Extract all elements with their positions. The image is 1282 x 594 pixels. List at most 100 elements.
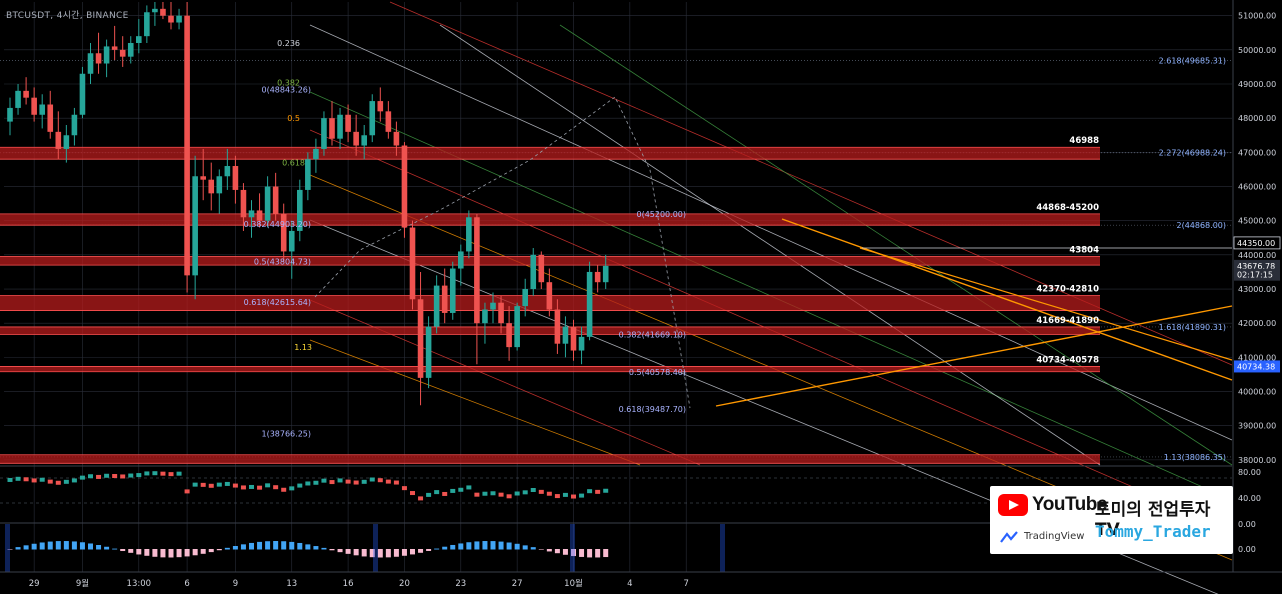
zone-label: 41669-41890: [1036, 316, 1099, 326]
macd-bar: [571, 549, 576, 557]
price-tag: [1234, 268, 1280, 281]
macd-bar: [434, 548, 440, 550]
time-tick-label: 13:00: [127, 579, 152, 589]
price-tick-label: 47000.00: [1238, 148, 1276, 157]
osc-bar: [168, 472, 174, 477]
fib-label-right: 1.13(38086.35): [1164, 453, 1226, 462]
trendline-resistance: [781, 218, 1233, 381]
macd-bar: [506, 542, 512, 550]
osc-bar: [128, 473, 134, 478]
macd-marker: [5, 524, 10, 572]
price-tick-label: 49000.00: [1238, 80, 1276, 89]
candle-body: [264, 186, 271, 221]
osc-bar: [579, 493, 585, 498]
osc-bar: [63, 479, 69, 484]
zone-label: 44868-45200: [1036, 203, 1099, 213]
trendline-support: [715, 305, 1233, 407]
candle-body: [280, 213, 287, 252]
zone-label: 43804: [1069, 246, 1099, 256]
fib-label-left: 1(38766.25): [261, 430, 311, 439]
candle-body: [417, 299, 424, 378]
macd-bar: [490, 541, 496, 550]
fib-label-mid: 0.618(39487.70): [619, 405, 686, 414]
osc-bar: [47, 479, 53, 484]
osc-bar: [144, 471, 150, 476]
time-tick-label: 6: [184, 579, 189, 589]
candle-body: [87, 53, 94, 74]
osc-bar: [571, 494, 576, 499]
candle-body: [7, 107, 13, 122]
osc-bar: [55, 480, 61, 485]
price-tag-text: 44350.00: [1237, 239, 1275, 248]
osc-bar: [522, 490, 528, 495]
osc-bar: [554, 494, 560, 499]
osc-bar: [39, 477, 45, 482]
osc-bar: [353, 480, 359, 485]
candle-body: [321, 118, 327, 149]
macd-bar: [240, 544, 246, 550]
macd-bar: [603, 549, 609, 558]
macd-bar: [136, 549, 142, 555]
osc-bar: [587, 489, 593, 494]
channel-line: [439, 24, 1101, 466]
zone-band: [0, 326, 1100, 335]
candle-body: [200, 176, 206, 180]
macd-bar: [112, 548, 118, 550]
osc-bar: [7, 477, 13, 482]
tradingview-logo-icon: [1000, 531, 1018, 543]
macd-bar: [96, 545, 102, 550]
candle-body: [71, 114, 78, 136]
candle-body: [506, 323, 512, 348]
fib-label-left: 0.618: [282, 159, 305, 168]
osc-bar: [15, 476, 21, 481]
osc-bar: [410, 491, 415, 496]
osc-bar: [192, 482, 198, 487]
candle-body: [425, 326, 432, 378]
osc-bar: [482, 491, 488, 496]
time-tick-label: 23: [455, 579, 466, 589]
candle-body: [305, 159, 311, 190]
osc-bar: [546, 491, 552, 496]
osc-bar: [418, 496, 424, 501]
price-tick-label: 50000.00: [1238, 46, 1276, 55]
fib-label-right: 2.272(46988.24): [1159, 149, 1226, 158]
macd-bar: [79, 542, 85, 550]
macd-bar: [345, 549, 351, 554]
osc-bar: [208, 483, 214, 488]
time-tick-label: 7: [683, 579, 688, 589]
channel-line: [309, 299, 701, 466]
osc-axis-label: 80.00: [1238, 468, 1261, 477]
osc-bar: [152, 471, 158, 476]
candle-body: [337, 114, 343, 139]
fib-label-left: 0.618(42615.64): [244, 298, 311, 307]
osc-bar: [160, 471, 166, 476]
candle-body: [192, 176, 198, 276]
candle-body: [63, 135, 70, 149]
zone-label: 46988: [1069, 136, 1099, 146]
candle-body: [184, 15, 190, 276]
candle-body: [490, 302, 496, 310]
macd-bar: [63, 541, 69, 550]
tradingview-wordmark: TradingView: [1024, 531, 1085, 542]
fib-label-right: 2(44868.00): [1176, 221, 1226, 230]
candle-body: [594, 271, 601, 283]
brand-watermark: YouTube 토미의 전업투자TV TradingView Tommy_Tra…: [990, 486, 1233, 554]
osc-bar: [345, 479, 351, 484]
candle-body: [39, 104, 45, 115]
osc-bar: [112, 474, 118, 478]
osc-bar: [297, 483, 303, 488]
osc-axis-label: 40.00: [1238, 494, 1261, 503]
zone-label: 40734-40578: [1036, 355, 1099, 365]
price-tick-label: 48000.00: [1238, 114, 1276, 123]
macd-bar: [305, 544, 311, 550]
candle-body: [546, 282, 553, 310]
candle-body: [160, 8, 166, 16]
zone-band: [0, 147, 1100, 160]
macd-bar: [55, 541, 61, 550]
osc-bar: [426, 492, 432, 497]
osc-bar: [313, 480, 319, 485]
candle-body: [554, 309, 561, 344]
osc-bar: [265, 483, 271, 488]
macd-bar: [418, 549, 424, 553]
